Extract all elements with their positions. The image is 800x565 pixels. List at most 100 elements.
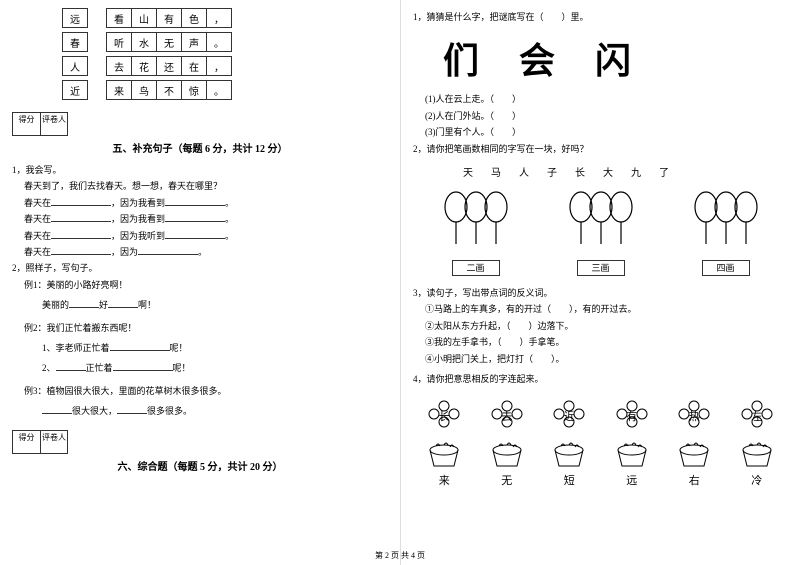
blank[interactable] [51,245,111,255]
char: 天 [463,164,473,179]
blank[interactable] [110,341,170,351]
flower-char: 热 [674,408,714,424]
score-box: 得分 评卷人 [12,112,388,136]
r-q3: 3，读句子，写出带点词的反义词。 [413,286,788,300]
cell: 来 [106,80,132,100]
big-char: 会 [519,32,555,84]
text: 1、李老师正忙着 [42,343,110,353]
blank[interactable] [69,298,99,308]
char: 人 [519,164,529,179]
q3-line: ②太阳从东方升起，（ ）边落下。 [425,319,788,333]
blank[interactable] [165,229,225,239]
text: ①马路上的车真多，有的开过（ ），有的开过去。 [425,304,637,314]
text: ，因为我听到 [111,231,165,241]
poem-grid: 远 看 山 有 色 ， 春 听 水 无 声 。 人 去 花 还 在 ， [62,8,388,100]
text: 正忙着 [86,363,113,373]
blank[interactable] [51,196,111,206]
balloon-label: 四画 [702,260,750,276]
pot-char: 短 [549,472,589,488]
blank[interactable] [165,212,225,222]
balloon-label: 二画 [452,260,500,276]
blank[interactable] [42,404,72,414]
blank[interactable] [117,404,147,414]
big-char: 闪 [595,32,631,84]
score-label: 得分 [12,430,40,454]
side-char: 人 [62,56,88,76]
balloon-group: 四画 [686,189,766,276]
cell: ， [206,8,232,28]
cell: 去 [106,56,132,76]
cell: 有 [156,8,182,28]
r-q2: 2，请你把笔画数相同的字写在一块，好吗？ [413,142,788,156]
blank[interactable] [51,212,111,222]
blank[interactable] [56,361,86,371]
fill-line: 春天在，因为我看到。 [24,196,388,210]
q5-2: 2，照样子，写句子。 [12,261,388,275]
left-column: 远 看 山 有 色 ， 春 听 水 无 声 。 人 去 花 还 在 ， [0,0,400,565]
q3-line: ①马路上的车真多，有的开过（ ），有的开过去。 [425,302,788,316]
pot-char: 右 [674,472,714,488]
side-char: 近 [62,80,88,100]
text: ，因为我看到 [111,198,165,208]
fill-line: 春天在，因为我听到。 [24,229,388,243]
blank[interactable] [138,245,198,255]
cell: 在 [181,56,207,76]
flower-item: 近 [549,400,589,424]
q3-line: ④小明把门关上，把灯打（ ）。 [425,352,788,366]
blank[interactable] [51,229,111,239]
blank[interactable] [108,298,138,308]
char: 九 [631,164,641,179]
text: 2、 [42,363,56,373]
flower-item: 热 [674,400,714,424]
r-q4: 4，请你把意思相反的字连起来。 [413,372,788,386]
pot-char: 来 [424,472,464,488]
blank[interactable] [113,361,173,371]
side-char: 远 [62,8,88,28]
text: 春天在 [24,231,51,241]
section-6-title: 六、综合题（每题 5 分，共计 20 分） [12,458,388,473]
text: 啊！ [138,300,156,310]
big-chars: 们 会 闪 [443,32,788,84]
q5-1-intro: 春天到了，我们去找春天。想一想，春天在哪里？ [24,179,388,193]
text: 好 [99,300,108,310]
cell: 听 [106,32,132,52]
pot-item: 来 [424,442,464,488]
text: ，因为 [111,247,138,257]
flower-item: 有 [612,400,652,424]
char: 长 [575,164,585,179]
text: 呢！ [173,363,191,373]
flower-item: 长 [424,400,464,424]
flower-char: 去 [487,408,527,424]
flower-char: 近 [549,408,589,424]
cell: 色 [181,8,207,28]
char: 了 [659,164,669,179]
q3-line: ③我的左手拿书，（ ）手拿笔。 [425,335,788,349]
cell: 。 [206,32,232,52]
cell: 声 [181,32,207,52]
fill-line: 很大很大，很多很多。 [24,404,388,418]
r-q1: 1，猜猜是什么字，把谜底写在（ ）里。 [413,10,788,24]
pot-row: 来 无 短 远 右 冷 [413,442,788,488]
text: 春天在 [24,214,51,224]
riddle-2: (2)人在门外站。（ ） [425,109,788,123]
cell: ， [206,56,232,76]
grader-label: 评卷人 [40,112,68,136]
page: 远 看 山 有 色 ， 春 听 水 无 声 。 人 去 花 还 在 ， [0,0,800,565]
pot-item: 冷 [737,442,777,488]
text: 呢！ [170,343,188,353]
section-5-title: 五、补充句子（每题 6 分，共计 12 分） [12,140,388,155]
pot-icon [426,442,462,468]
text: 很大很大， [72,406,117,416]
riddle-1: (1)人在云上走。（ ） [425,92,788,106]
text: ，因为我看到 [111,214,165,224]
score-box: 得分 评卷人 [12,430,388,454]
right-column: 1，猜猜是什么字，把谜底写在（ ）里。 们 会 闪 (1)人在云上走。（ ） (… [400,0,800,565]
balloon-icon [686,189,766,254]
pot-icon [614,442,650,468]
blank[interactable] [165,196,225,206]
example-3: 例3：植物园很大很大，里面的花草树木很多很多。 [24,384,388,398]
balloon-label: 三画 [577,260,625,276]
flower-char: 长 [424,408,464,424]
cell: 还 [156,56,182,76]
char: 子 [547,164,557,179]
